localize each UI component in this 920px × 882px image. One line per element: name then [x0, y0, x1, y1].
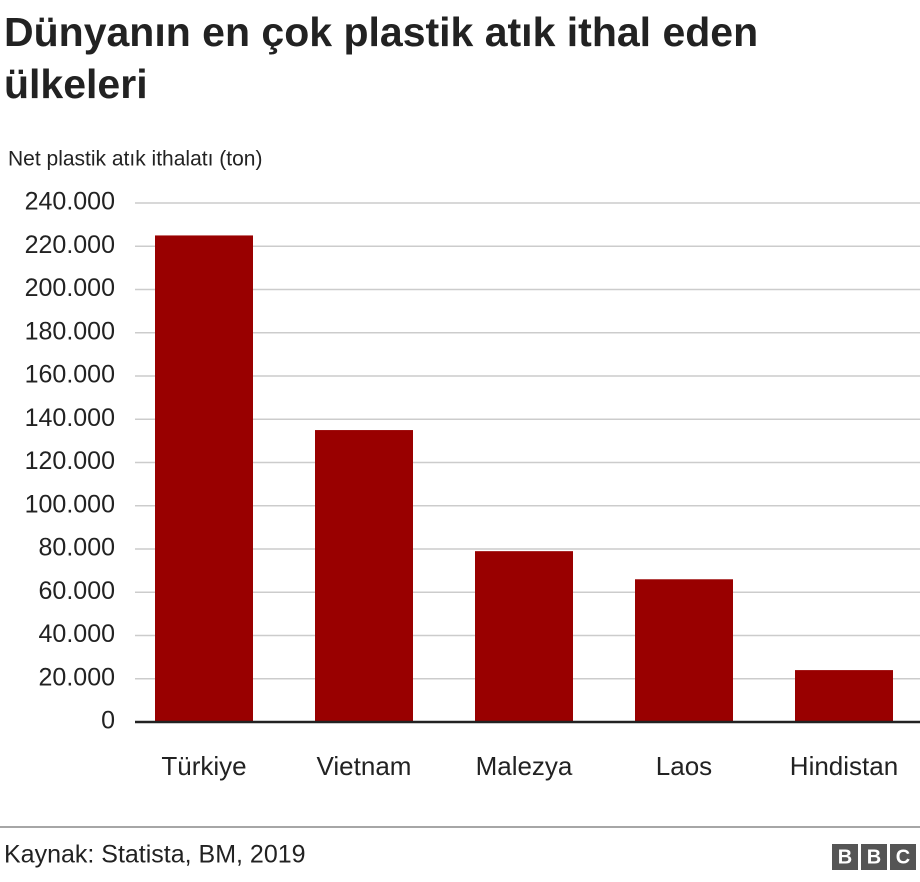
x-tick-label: Laos [656, 751, 712, 781]
y-tick-label: 20.000 [39, 663, 115, 691]
bar [155, 235, 253, 722]
y-tick-label: 60.000 [39, 577, 115, 605]
x-tick-label: Malezya [476, 751, 573, 781]
subtitle: Net plastik atık ithalatı (ton) [8, 148, 262, 171]
y-tick-label: 100.000 [25, 490, 115, 518]
x-tick-label: Hindistan [790, 751, 898, 781]
x-tick-label: Vietnam [317, 751, 412, 781]
y-tick-label: 180.000 [25, 317, 115, 345]
logo-box [890, 844, 916, 870]
logo-box [861, 844, 887, 870]
logo-letter: B [838, 846, 852, 868]
bar [795, 670, 893, 722]
y-tick-label: 0 [101, 707, 115, 735]
x-tick-label: Türkiye [161, 751, 246, 781]
y-tick-label: 200.000 [25, 274, 115, 302]
y-tick-label: 220.000 [25, 231, 115, 259]
logo-box [832, 844, 858, 870]
logo-letter: C [896, 846, 910, 868]
y-tick-label: 80.000 [39, 534, 115, 562]
source: Kaynak: Statista, BM, 2019 [4, 841, 306, 869]
y-tick-label: 40.000 [39, 620, 115, 648]
bar [315, 430, 413, 722]
y-tick-label: 240.000 [25, 188, 115, 216]
chart-title: Dünyanın en çok plastik atık ithal eden … [4, 9, 759, 107]
bar [475, 551, 573, 722]
bar [635, 579, 733, 722]
logo-letter: B [867, 846, 881, 868]
y-tick-label: 140.000 [25, 404, 115, 432]
y-tick-label: 120.000 [25, 447, 115, 475]
y-tick-label: 160.000 [25, 361, 115, 389]
